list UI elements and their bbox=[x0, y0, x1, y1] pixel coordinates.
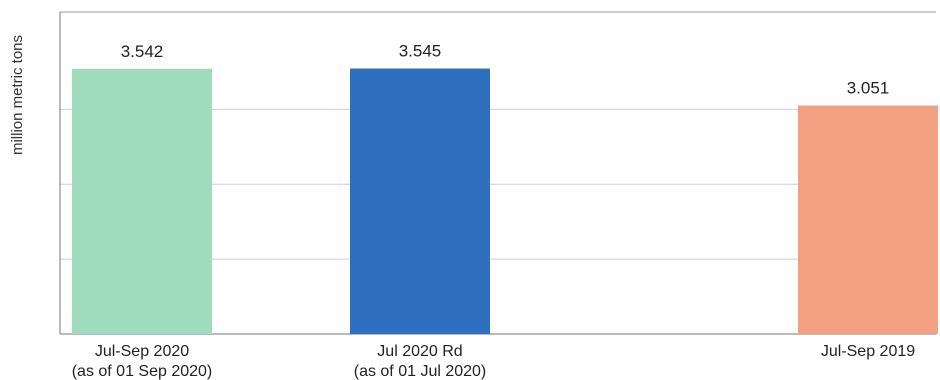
category-label-2-line-2: (as of 01 Jul 2020) bbox=[354, 363, 487, 380]
value-label-3: 3.051 bbox=[847, 79, 890, 98]
category-label-1-line-1: Jul-Sep 2020 bbox=[95, 343, 189, 360]
bar-2 bbox=[350, 68, 490, 335]
category-labels-group: Jul-Sep 2020 (as of 01 Sep 2020) Jul 2020 … bbox=[72, 343, 916, 380]
category-label-1-line-2: (as of 01 Sep 2020) bbox=[72, 363, 213, 380]
value-label-1: 3.542 bbox=[121, 42, 164, 61]
category-label-3-line-1: Jul-Sep 2019 bbox=[821, 343, 915, 360]
bar-1 bbox=[72, 68, 212, 334]
y-axis-label: million metric tons bbox=[9, 35, 26, 155]
bar-3 bbox=[798, 105, 938, 334]
category-label-2-line-1: Jul 2020 Rd bbox=[377, 343, 462, 360]
value-labels-group: 3.542 3.545 3.051 bbox=[121, 42, 890, 98]
bars-group bbox=[72, 68, 938, 335]
value-label-2: 3.545 bbox=[399, 42, 442, 61]
